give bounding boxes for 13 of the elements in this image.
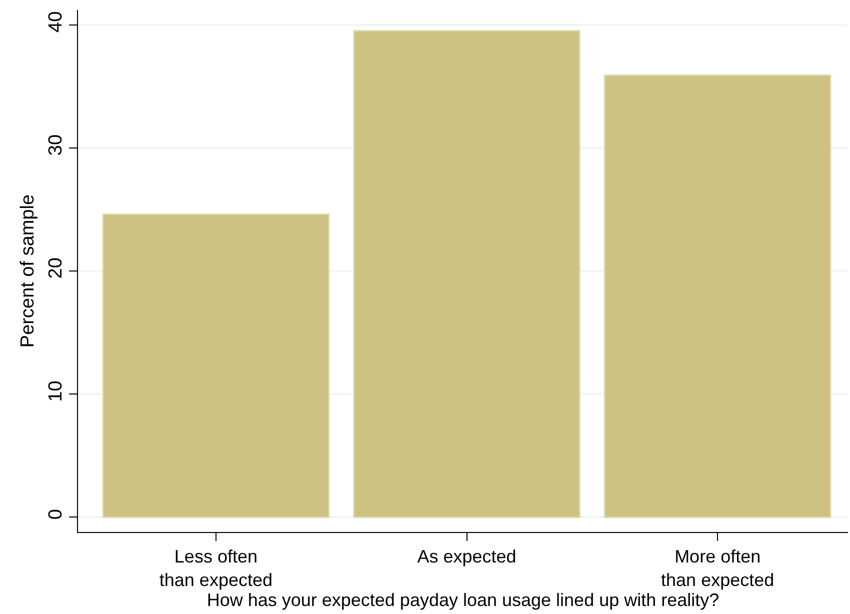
- y-axis-title: Percent of sample: [17, 194, 38, 348]
- y-tick-label: 40: [45, 11, 66, 32]
- bar: [604, 74, 832, 518]
- x-tick-label: More often than expected: [661, 546, 774, 590]
- y-tick-label: 30: [45, 134, 66, 156]
- bar: [102, 214, 330, 518]
- y-tick-label: 20: [45, 258, 66, 279]
- x-axis-title: How has your expected payday loan usage lined up with reality?: [206, 590, 720, 610]
- x-tick-label: As expected: [417, 546, 516, 567]
- y-tick-label: 0: [45, 509, 66, 520]
- y-tick-label: 10: [45, 380, 66, 402]
- bar: [353, 30, 580, 518]
- x-tick-label: Less often than expected: [159, 546, 272, 590]
